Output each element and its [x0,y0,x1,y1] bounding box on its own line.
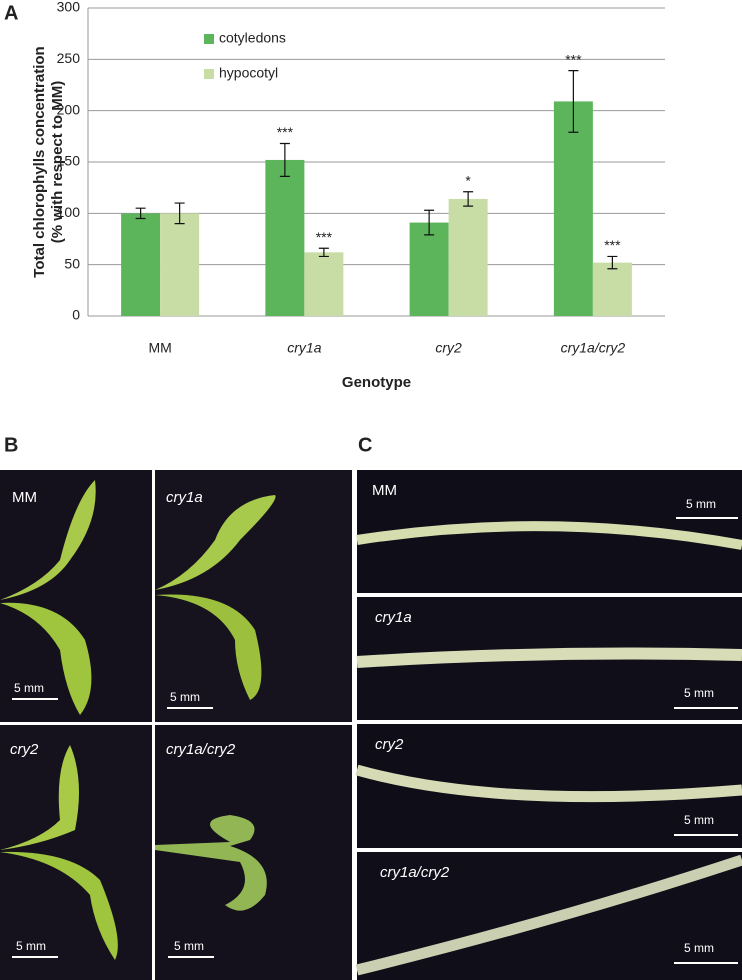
panel-b-photos [0,470,352,980]
legend-swatch [204,34,214,44]
photo-label: cry2 [375,736,404,753]
leaf [0,745,79,850]
bar [160,213,200,316]
bar [265,159,305,316]
y-tick-label: 150 [57,153,81,169]
bar [304,252,344,316]
significance: *** [316,229,333,245]
error-bar [174,202,185,225]
hypocotyl [355,764,742,803]
significance: *** [604,237,621,253]
y-tick-label: 50 [64,255,80,271]
leaf [155,495,276,590]
scale-label: 5 mm [686,497,716,511]
error-bar [135,207,146,220]
bar [448,198,488,316]
legend-label: hypocotyl [219,65,278,81]
leaf [155,815,267,911]
legend-label: cotyledons [219,30,286,46]
significance: *** [565,51,582,67]
hypocotyl [356,521,742,550]
leaf [155,594,262,700]
scale-label: 5 mm [684,813,714,827]
panel-label: C [358,434,372,456]
x-tick-label: MM [148,340,171,356]
photo-label: cry2 [10,741,39,758]
hypocotyl [356,647,742,668]
hypocotyl [355,854,742,976]
x-axis-label: Genotype [342,374,411,391]
scale-label: 5 mm [16,939,46,953]
error-bar [607,255,618,270]
bar [592,262,632,316]
error-bar [279,142,290,177]
scale-label: 5 mm [684,686,714,700]
bar [121,213,161,316]
significance: * [465,172,471,188]
error-bar [568,70,579,133]
y-tick-label: 200 [57,101,81,117]
bar [409,222,449,316]
y-tick-label: 300 [57,0,81,15]
y-tick-label: 100 [57,204,81,220]
significance: *** [277,124,294,140]
bar [553,101,593,316]
scale-label: 5 mm [684,941,714,955]
leaf [0,480,96,600]
photo-label: cry1a [166,489,203,506]
y-axis-label: (% with respect to MM) [49,81,66,244]
leaf [0,602,92,715]
x-tick-label: cry2 [435,340,462,356]
panel-c-photos [355,470,742,980]
panel-label: A [4,2,18,24]
scale-label: 5 mm [174,939,204,953]
legend-swatch [204,69,214,79]
scale-label: 5 mm [14,681,44,695]
y-tick-label: 250 [57,50,81,66]
y-tick-label: 0 [72,307,80,323]
x-tick-label: cry1a/cry2 [561,340,626,356]
error-bar [424,209,435,236]
photo-label: cry1a/cry2 [166,741,236,758]
y-axis-label: Total chlorophylls concentration [31,46,48,277]
photo-label: MM [372,482,397,499]
photo-label: cry1a/cry2 [380,864,450,881]
photo-label: cry1a [375,609,412,626]
leaf [0,851,118,960]
scale-label: 5 mm [170,690,200,704]
error-bar [318,247,329,258]
error-bar [463,191,474,207]
photo-label: MM [12,489,37,506]
panel-label: B [4,434,18,456]
x-tick-label: cry1a [287,340,321,356]
